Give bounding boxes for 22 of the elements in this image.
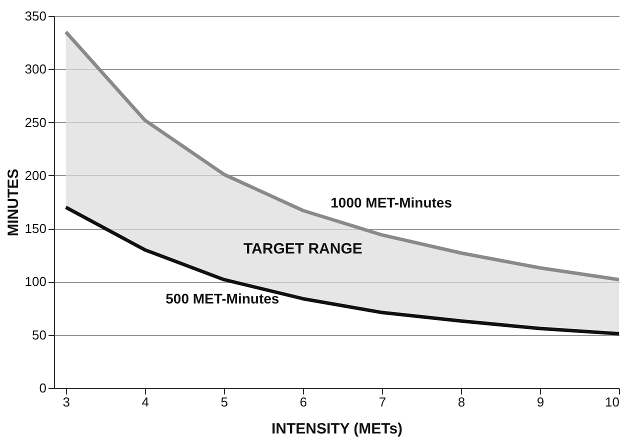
- x-tick-label: 3: [62, 394, 70, 410]
- y-tick-label: 250: [24, 114, 46, 130]
- series-label: 500 MET-Minutes: [166, 290, 280, 306]
- y-tick-label: 350: [24, 8, 46, 24]
- x-tick-label: 7: [378, 394, 386, 410]
- annotation: TARGET RANGE: [243, 240, 362, 258]
- y-tick-label: 50: [32, 327, 46, 342]
- x-tick-label: 9: [536, 394, 544, 410]
- line-series: [64, 30, 621, 282]
- y-tick-label: 200: [24, 168, 46, 183]
- y-tick-label: 150: [24, 221, 46, 236]
- x-tick-label: 8: [458, 394, 466, 410]
- y-axis-title: MINUTES: [4, 168, 22, 236]
- x-tick-label: 4: [142, 394, 149, 410]
- x-tick-label: 6: [300, 394, 308, 410]
- y-tick-label: 100: [24, 274, 46, 290]
- x-tick-label: 5: [220, 394, 228, 410]
- x-tick-label: 10: [605, 394, 620, 410]
- y-tick-label: 300: [24, 62, 46, 77]
- series-label: 1000 MET-Minutes: [330, 194, 452, 211]
- y-tick-label: 0: [39, 380, 46, 396]
- x-axis-title: INTENSITY (METs): [271, 420, 403, 438]
